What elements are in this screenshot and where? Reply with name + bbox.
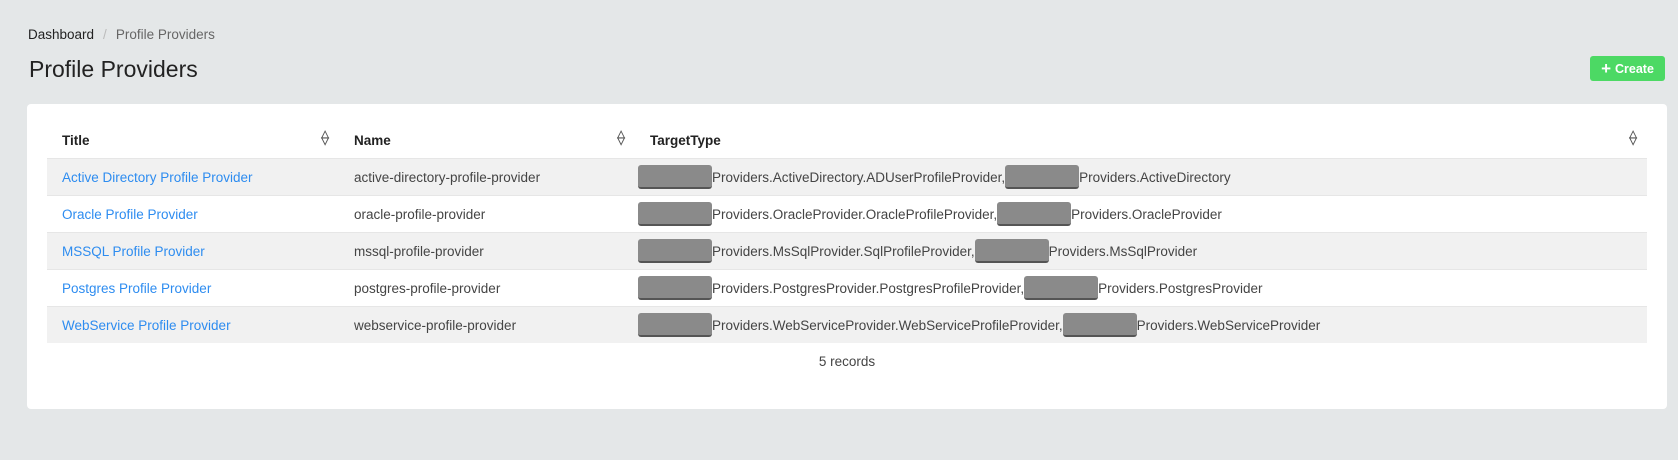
target-type-part: Providers.ActiveDirectory.ADUserProfileP… xyxy=(712,169,1006,185)
cell-name: active-directory-profile-provider xyxy=(354,169,541,185)
provider-title-link[interactable]: Postgres Profile Provider xyxy=(62,280,212,296)
redacted-block xyxy=(1005,165,1080,189)
cell-targettype: Providers.ActiveDirectory.ADUserProfileP… xyxy=(635,159,1647,196)
provider-title-link[interactable]: MSSQL Profile Provider xyxy=(62,243,205,259)
breadcrumb-current: Profile Providers xyxy=(115,27,215,42)
breadcrumb-separator: / xyxy=(103,27,107,42)
page-title: Profile Providers xyxy=(29,56,198,82)
table-row: WebService Profile Provider webservice-p… xyxy=(47,306,1647,344)
header-label: TargetType xyxy=(650,132,721,148)
redacted-block xyxy=(638,276,712,300)
cell-targettype: Providers.PostgresProvider.PostgresProfi… xyxy=(635,270,1647,307)
sort-icon[interactable]: △ ▽ xyxy=(1629,129,1637,147)
record-count: 5 records xyxy=(818,354,876,369)
create-button[interactable]: + Create xyxy=(1590,56,1665,81)
cell-title: MSSQL Profile Provider xyxy=(47,233,339,270)
header-label: Title xyxy=(62,132,90,148)
breadcrumb-dashboard-link[interactable]: Dashboard xyxy=(28,27,95,42)
target-type-part: Providers.MsSqlProvider.SqlProfileProvid… xyxy=(712,243,975,259)
target-type-assembly: Providers.PostgresProvider xyxy=(1098,280,1263,296)
breadcrumb: Dashboard / Profile Providers xyxy=(28,27,215,42)
cell-targettype: Providers.MsSqlProvider.SqlProfileProvid… xyxy=(635,233,1647,270)
sort-icon[interactable]: △ ▽ xyxy=(321,129,329,147)
table-row: MSSQL Profile Provider mssql-profile-pro… xyxy=(47,232,1647,270)
target-type-part: Providers.OracleProvider.OracleProfilePr… xyxy=(712,206,998,222)
providers-table: Title △ ▽ Name △ ▽ TargetType △ ▽ Active Direc… xyxy=(47,122,1647,343)
plus-icon: + xyxy=(1601,59,1611,78)
target-type-assembly: Providers.MsSqlProvider xyxy=(1048,243,1198,259)
provider-title-link[interactable]: WebService Profile Provider xyxy=(62,317,231,333)
target-type-assembly: Providers.OracleProvider xyxy=(1071,206,1222,222)
provider-title-link[interactable]: Active Directory Profile Provider xyxy=(62,169,253,185)
cell-targettype: Providers.WebServiceProvider.WebServiceP… xyxy=(635,307,1647,344)
cell-name: mssql-profile-provider xyxy=(354,243,484,259)
column-header-targettype[interactable]: TargetType △ ▽ xyxy=(635,122,1647,159)
redacted-block xyxy=(1062,313,1137,337)
cell-title: Active Directory Profile Provider xyxy=(47,159,339,196)
target-type-assembly: Providers.ActiveDirectory xyxy=(1079,169,1231,185)
column-header-name[interactable]: Name △ ▽ xyxy=(339,122,635,159)
providers-card: Title △ ▽ Name △ ▽ TargetType △ ▽ Active Direc… xyxy=(27,104,1667,409)
redacted-block xyxy=(638,313,712,337)
table-row: Oracle Profile Provider oracle-profile-p… xyxy=(47,195,1647,233)
header-label: Name xyxy=(354,132,391,148)
redacted-block xyxy=(638,202,712,226)
create-button-label: Create xyxy=(1615,61,1654,76)
redacted-block xyxy=(638,239,712,263)
cell-title: Oracle Profile Provider xyxy=(47,196,339,233)
redacted-block xyxy=(638,165,712,189)
redacted-block xyxy=(997,202,1072,226)
cell-title: Postgres Profile Provider xyxy=(47,270,339,307)
cell-title: WebService Profile Provider xyxy=(47,307,339,344)
target-type-part: Providers.WebServiceProvider.WebServiceP… xyxy=(712,317,1063,333)
cell-targettype: Providers.OracleProvider.OracleProfilePr… xyxy=(635,196,1647,233)
redacted-block xyxy=(974,239,1049,263)
cell-name: postgres-profile-provider xyxy=(354,280,501,296)
redacted-block xyxy=(1024,276,1099,300)
target-type-assembly: Providers.WebServiceProvider xyxy=(1136,317,1321,333)
table-row: Postgres Profile Provider postgres-profi… xyxy=(47,269,1647,307)
column-header-title[interactable]: Title △ ▽ xyxy=(47,122,339,159)
provider-title-link[interactable]: Oracle Profile Provider xyxy=(62,206,198,222)
cell-name: oracle-profile-provider xyxy=(354,206,486,222)
target-type-part: Providers.PostgresProvider.PostgresProfi… xyxy=(712,280,1025,296)
sort-icon[interactable]: △ ▽ xyxy=(617,129,625,147)
table-row: Active Directory Profile Provider active… xyxy=(47,158,1647,196)
cell-name: webservice-profile-provider xyxy=(354,317,517,333)
